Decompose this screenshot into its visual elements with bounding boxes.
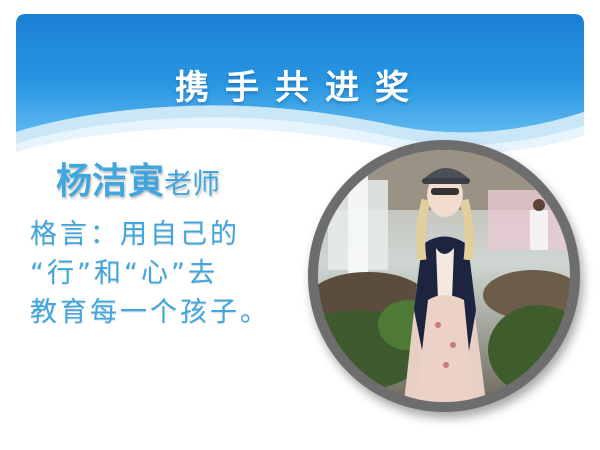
teacher-suffix: 老师 [164,167,221,200]
header-banner: 携手共进奖 [16,14,584,154]
teacher-name-line: 杨洁寅老师 [56,152,220,204]
motto: 格言：用自己的 “行”和“心”去 教育每一个孩子。 [30,215,290,332]
motto-line: “行”和“心”去 [30,258,218,289]
motto-line: 教育每一个孩子。 [30,297,270,328]
teacher-portrait-image [318,150,570,402]
slide-title: 携手共进奖 [175,68,425,108]
teacher-name: 杨洁寅 [56,161,165,202]
motto-line: 格言：用自己的 [30,219,240,250]
teacher-photo [318,150,570,402]
